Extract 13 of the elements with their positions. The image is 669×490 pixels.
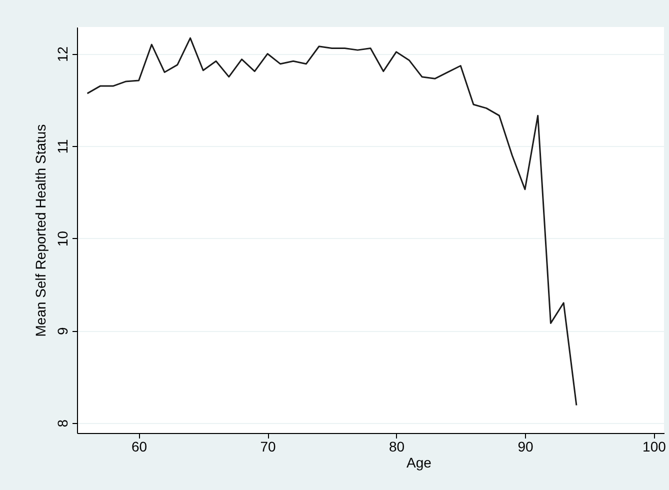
- line-series: [86, 37, 578, 406]
- y-axis-title: Mean Self Reported Health Status: [32, 124, 48, 337]
- y-tick-label: 11: [54, 139, 70, 154]
- y-tick-label: 12: [54, 46, 70, 62]
- x-tick-label: 90: [518, 438, 534, 454]
- x-axis-title: Age: [406, 454, 432, 470]
- x-tick-label: 100: [642, 438, 666, 454]
- y-tick-label: 8: [54, 419, 70, 428]
- y-tick-label: 9: [54, 326, 70, 335]
- x-tick-label: 70: [260, 438, 276, 454]
- x-tick-label: 80: [388, 438, 405, 454]
- y-tick-label: 10: [54, 230, 70, 247]
- x-tick-label: 60: [132, 438, 148, 454]
